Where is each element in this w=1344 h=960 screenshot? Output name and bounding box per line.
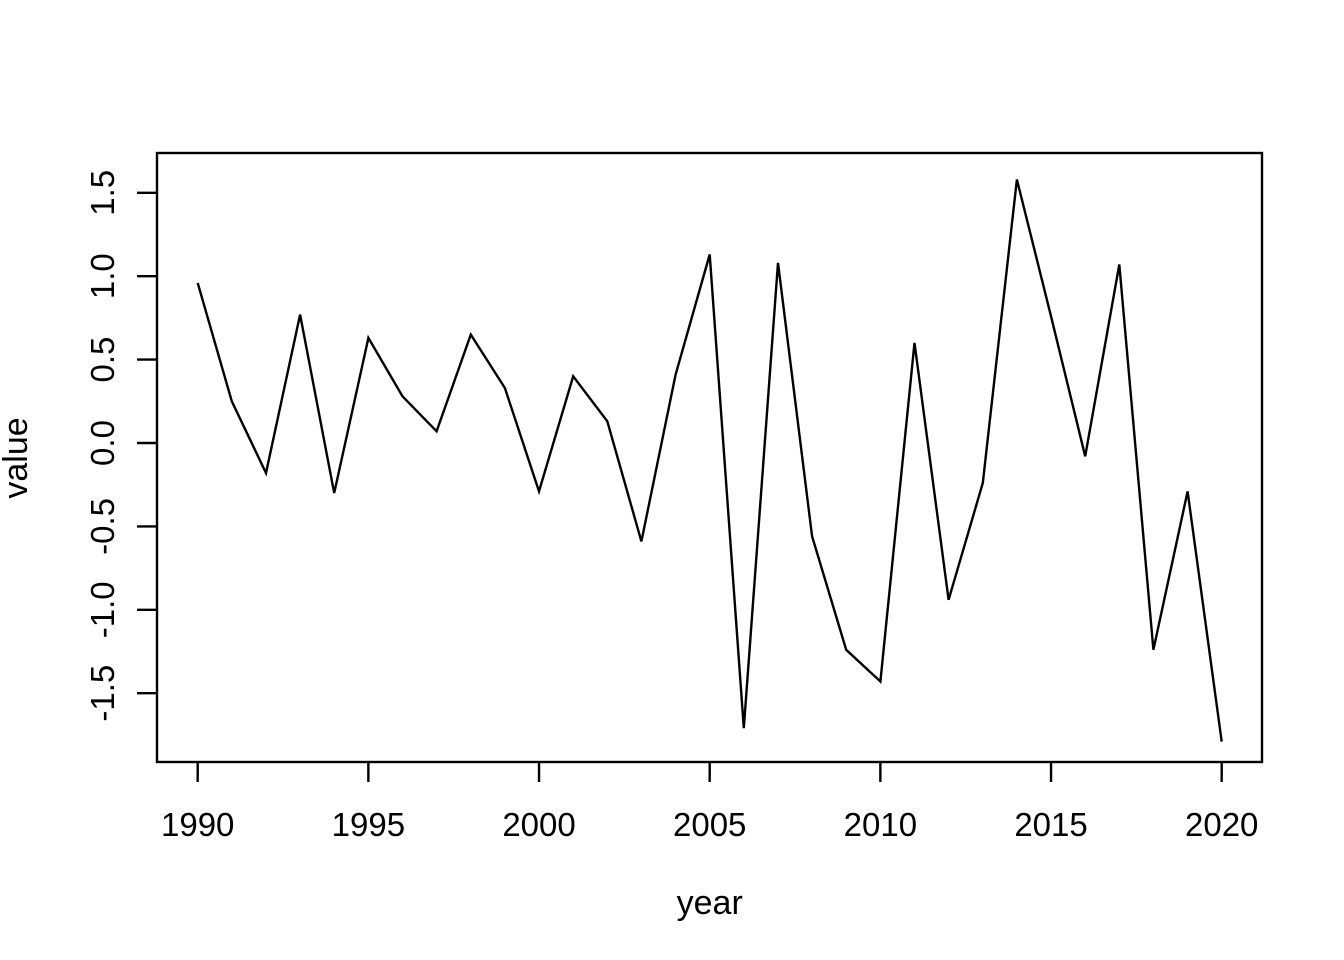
x-tick-label: 2015 bbox=[1014, 806, 1087, 843]
y-axis-ticks bbox=[137, 191, 157, 695]
y-axis-tick-labels: -1.5 -1.0 -0.5 0.0 0.5 1.0 1.5 bbox=[84, 170, 121, 722]
y-tick-label: 1.0 bbox=[84, 253, 121, 299]
x-tick-label: 1990 bbox=[161, 806, 234, 843]
x-axis-ticks bbox=[196, 762, 1223, 782]
y-tick-label: 1.5 bbox=[84, 170, 121, 216]
y-tick-label: 0.5 bbox=[84, 337, 121, 383]
x-axis-tick-labels: 1990 1995 2000 2005 2010 2015 2020 bbox=[161, 806, 1258, 843]
y-tick-label: -1.5 bbox=[84, 665, 121, 722]
y-tick-label: 0.0 bbox=[84, 420, 121, 466]
y-axis-title: value bbox=[0, 417, 35, 498]
x-axis-title: year bbox=[677, 884, 743, 922]
x-tick-label: 2005 bbox=[673, 806, 746, 843]
plot-border-box bbox=[155, 151, 1264, 764]
x-tick-label: 1995 bbox=[332, 806, 405, 843]
x-tick-label: 2010 bbox=[844, 806, 917, 843]
x-tick-label: 2000 bbox=[502, 806, 575, 843]
x-tick-label: 2020 bbox=[1185, 806, 1258, 843]
y-tick-label: -1.0 bbox=[84, 581, 121, 638]
y-tick-label: -0.5 bbox=[84, 498, 121, 555]
data-series-line bbox=[196, 179, 1223, 742]
